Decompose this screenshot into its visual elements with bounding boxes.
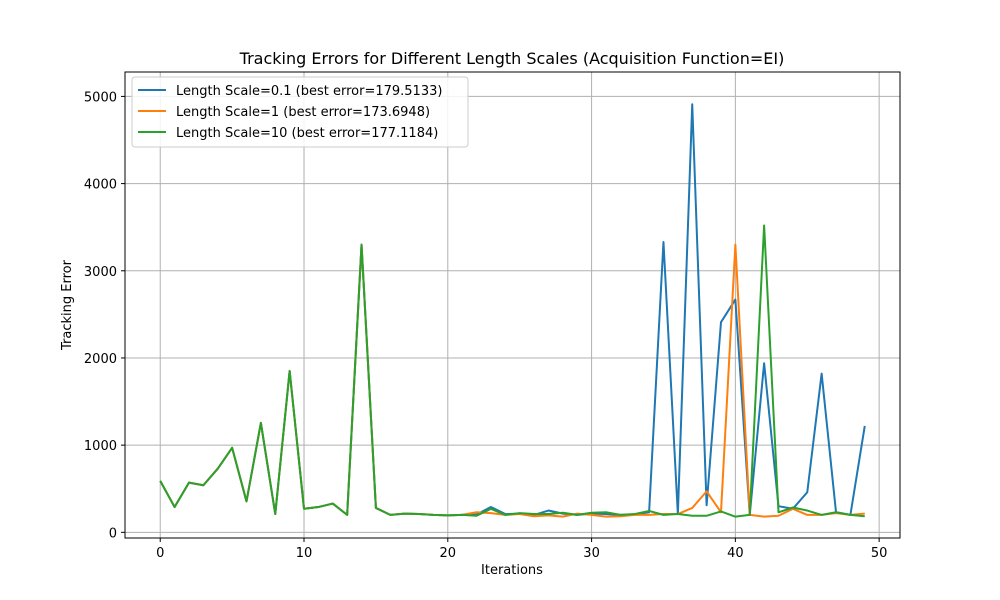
legend-label-2: Length Scale=1 (best error=173.6948) [176, 105, 430, 120]
x-tick-label: 0 [156, 546, 164, 561]
legend: Length Scale=0.1 (best error=179.5133) Le… [131, 76, 469, 148]
y-axis-label: Tracking Error [60, 259, 75, 351]
y-tick-label: 0 [109, 526, 117, 541]
x-tick-label: 10 [296, 546, 313, 561]
y-tick-label: 2000 [84, 352, 117, 367]
y-tick-label: 1000 [84, 439, 117, 454]
x-tick-label: 40 [727, 546, 744, 561]
legend-label-1: Length Scale=0.1 (best error=179.5133) [176, 84, 442, 99]
x-axis-ticks: 0 10 20 30 40 50 [156, 538, 887, 561]
legend-box [131, 76, 469, 148]
y-tick-label: 4000 [84, 178, 117, 193]
y-axis-ticks: 0 1000 2000 3000 4000 5000 [84, 90, 125, 541]
legend-label-3: Length Scale=10 (best error=177.1184) [176, 126, 438, 141]
x-tick-label: 50 [871, 546, 888, 561]
x-tick-label: 30 [583, 546, 600, 561]
series-line-3 [159, 224, 865, 518]
x-tick-label: 20 [440, 546, 457, 561]
grid [125, 72, 900, 538]
series-group [159, 103, 866, 518]
y-tick-label: 5000 [84, 90, 117, 105]
y-tick-label: 3000 [84, 265, 117, 280]
plot-frame [124, 71, 901, 539]
chart-title: Tracking Errors for Different Length Sca… [239, 49, 785, 68]
x-axis-label: Iterations [481, 563, 543, 578]
